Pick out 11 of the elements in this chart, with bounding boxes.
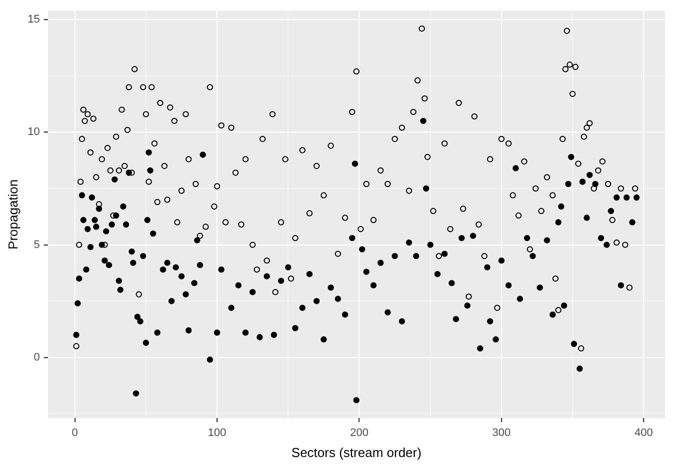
y-axis-title: Propagation bbox=[5, 179, 20, 250]
y-tick-label: 5 bbox=[34, 238, 40, 251]
x-tick-label: 300 bbox=[492, 426, 511, 439]
x-tick-label: 0 bbox=[72, 426, 78, 439]
x-tick-label: 200 bbox=[350, 426, 368, 439]
y-tick-label: 15 bbox=[28, 14, 40, 26]
x-tick-label: 400 bbox=[634, 426, 653, 439]
y-tick-label: 10 bbox=[28, 126, 40, 138]
y-tick-label: 0 bbox=[34, 351, 40, 364]
x-tick-label: 100 bbox=[208, 426, 226, 439]
x-axis-title: Sectors (stream order) bbox=[291, 444, 422, 460]
